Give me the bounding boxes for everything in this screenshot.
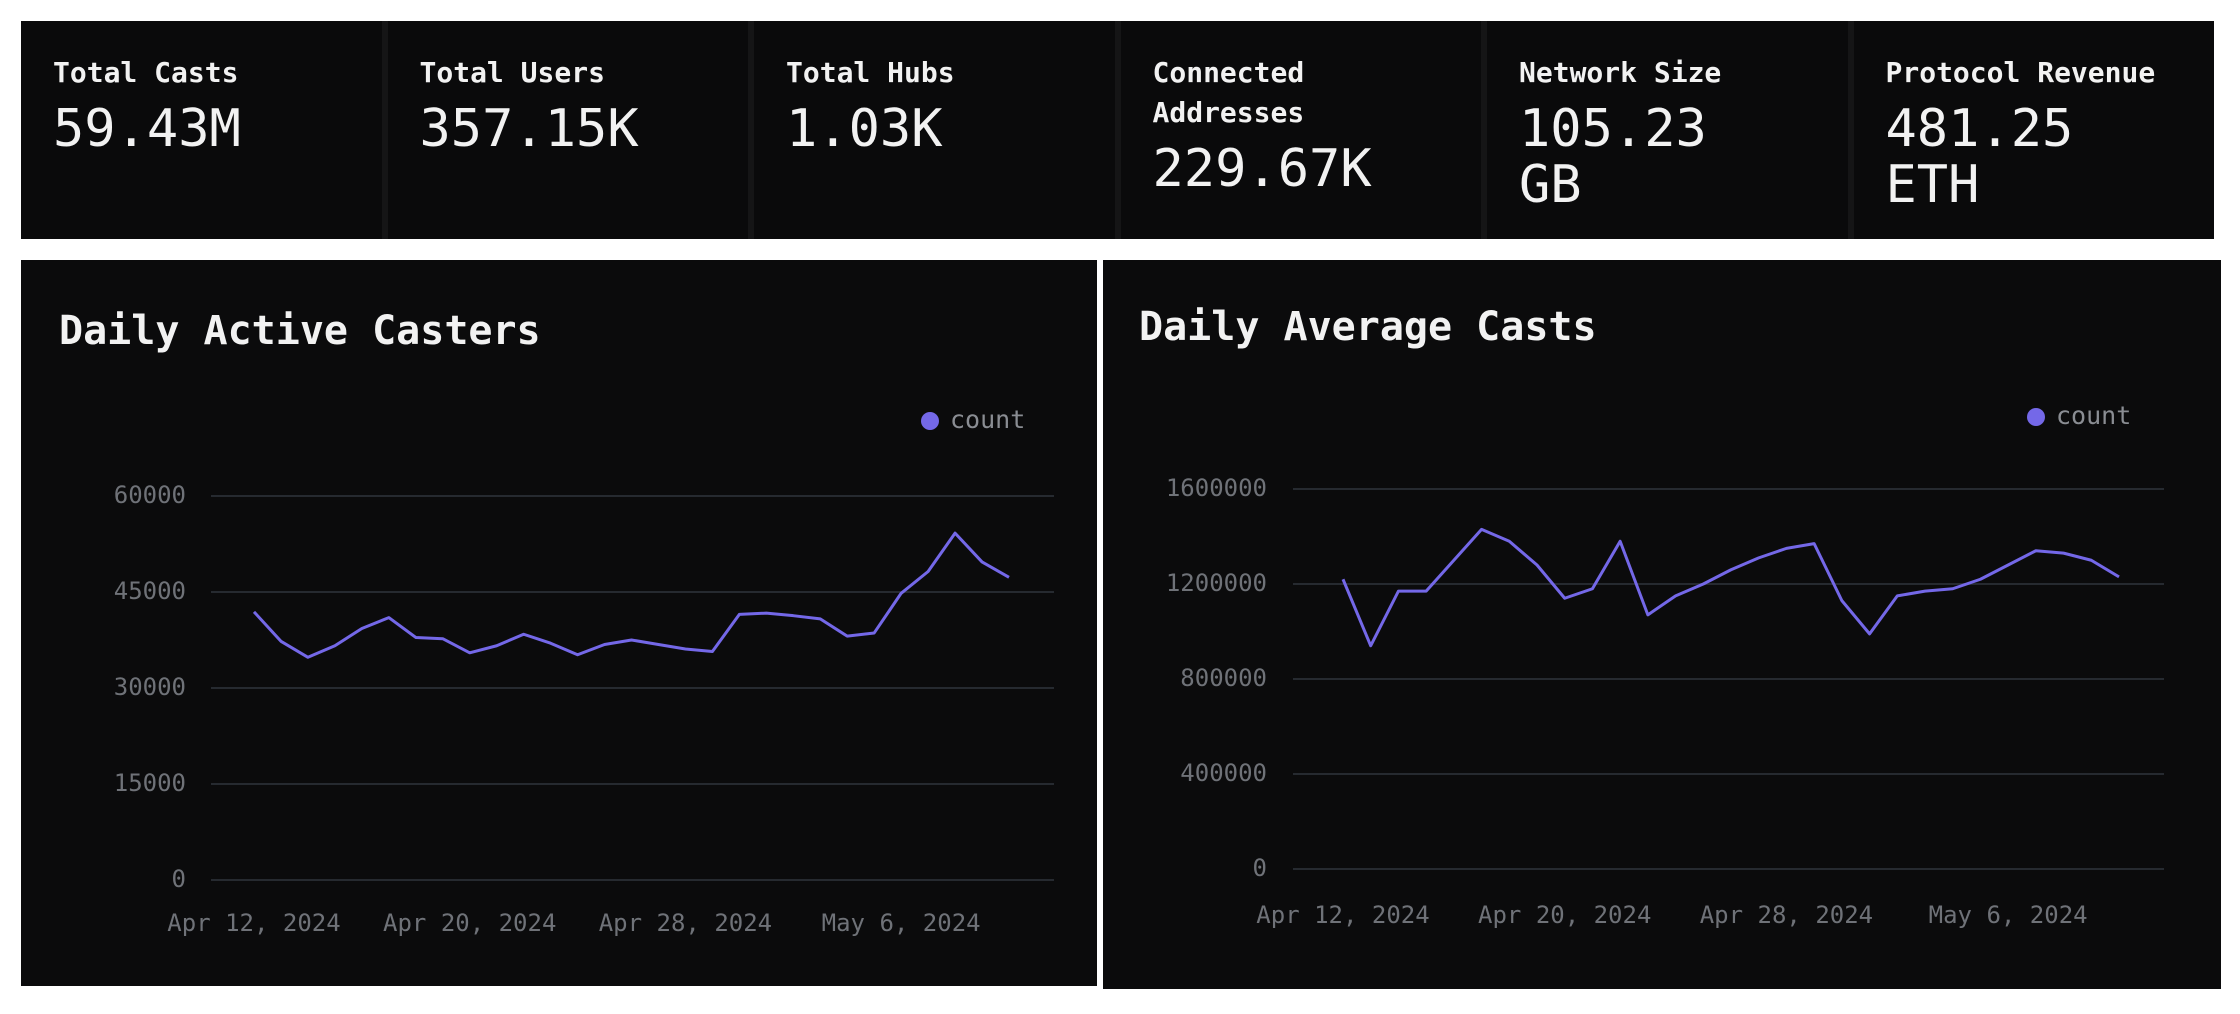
x-tick-label: Apr 12, 2024 [1256,901,1429,929]
stat-value: 59.43M [53,99,241,159]
data-line [252,531,1010,659]
stat-value: 357.15K [419,99,639,159]
x-tick-label: May 6, 2024 [1929,901,2088,929]
y-tick-label: 1600000 [1166,474,1267,502]
legend-marker [2027,408,2045,426]
chart-panel: Daily Active Casters 0 15000 30000 45000 6000… [21,260,1097,986]
stat-label: Total Users [419,56,605,89]
stat-value: 481.25 ETH [1885,99,2074,215]
stat-card: Network Size 105.23 GB [1487,21,1848,239]
y-tick-label: 60000 [114,481,186,509]
y-tick-label: 30000 [114,673,186,701]
x-tick-label: Apr 28, 2024 [599,909,772,937]
stat-value: 229.67K [1152,139,1372,199]
stat-value: 1.03K [786,99,943,159]
y-tick-label: 400000 [1180,759,1267,787]
legend-label: count [950,405,1025,434]
stat-card: Total Casts 59.43M [21,21,382,239]
x-tick-label: May 6, 2024 [822,909,981,937]
y-tick-label: 0 [172,865,186,893]
x-tick-label: Apr 20, 2024 [383,909,556,937]
stat-card: Protocol Revenue 481.25 ETH [1853,21,2214,239]
stat-label: Protocol Revenue [1885,56,2156,89]
stat-label: Total Casts [53,56,239,89]
y-tick-label: 1200000 [1166,569,1267,597]
stat-value: 105.23 GB [1519,99,1707,215]
chart-title: Daily Average Casts [1139,304,1597,350]
stats-bar: Total Casts 59.43M Total Users 357.15K Tot… [21,21,2214,239]
y-tick-label: 0 [1253,854,1267,882]
legend-label: count [2056,401,2131,430]
stat-card: Total Hubs 1.03K [754,21,1115,239]
stat-label: Connected Addresses [1152,56,1305,129]
stat-card: Connected Addresses 229.67K [1120,21,1481,239]
chart-title: Daily Active Casters [59,308,541,354]
chart-panel: Daily Average Casts 0 400000 800000 1200000 1… [1103,260,2221,989]
x-tick-label: Apr 20, 2024 [1478,901,1651,929]
x-tick-label: Apr 12, 2024 [167,909,340,937]
y-tick-label: 15000 [114,769,186,797]
stat-card: Total Users 357.15K [387,21,748,239]
x-tick-label: Apr 28, 2024 [1700,901,1873,929]
data-line [1341,527,2120,648]
y-tick-label: 800000 [1180,664,1267,692]
stat-label: Total Hubs [786,56,955,89]
legend-marker [921,412,939,430]
y-tick-label: 45000 [114,577,186,605]
stat-label: Network Size [1519,56,1722,89]
